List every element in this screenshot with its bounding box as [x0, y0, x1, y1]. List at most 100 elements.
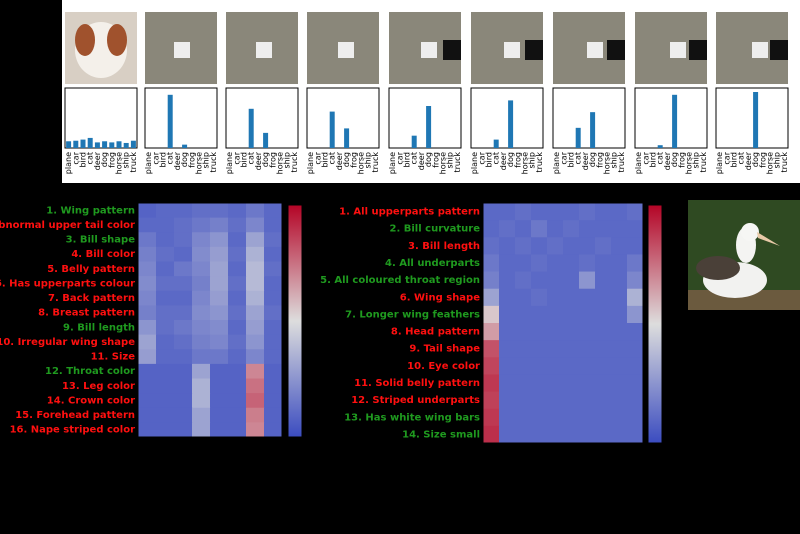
row-label: 5. Belly pattern	[47, 264, 135, 275]
heatmap-cell	[264, 276, 283, 292]
row-label: 7. Back pattern	[48, 293, 135, 304]
heatmap-cell	[531, 408, 548, 427]
heatmap-cell	[210, 276, 229, 292]
heatmap-cell	[499, 288, 516, 307]
heatmap-cell	[515, 357, 532, 375]
heatmap-cell	[264, 203, 283, 219]
x-tick-label: plane	[552, 152, 561, 174]
heatmap-cell	[563, 357, 580, 375]
heatmap-cell	[192, 261, 211, 277]
heatmap-cell	[499, 425, 516, 444]
heatmap-cell	[627, 323, 644, 341]
bar	[116, 141, 122, 148]
x-tick-label: deer	[93, 151, 102, 170]
heatmap-cell	[547, 391, 564, 410]
heatmap-cell	[595, 254, 612, 273]
heatmap-cell	[531, 237, 548, 255]
heatmap-cell	[579, 305, 596, 324]
heatmap-cell	[210, 246, 229, 262]
row-label: 16. Nape striped color	[10, 425, 136, 436]
heatmap-cell	[246, 378, 265, 394]
heatmap-cell	[138, 246, 157, 262]
heatmap-cell	[595, 340, 612, 358]
row-label: 14. Size small	[402, 429, 480, 440]
bar	[426, 106, 432, 148]
heatmap-cell	[156, 305, 175, 321]
heatmap-cell	[499, 357, 516, 375]
heatmap-cell	[579, 203, 596, 221]
thumbnail-part	[587, 42, 603, 58]
x-tick-label: ship	[202, 152, 211, 169]
heatmap-cell	[210, 290, 229, 306]
row-label: 10. Eye color	[407, 361, 480, 372]
x-tick-label: car	[232, 151, 241, 164]
x-tick-label: bird	[159, 152, 168, 168]
x-tick-label: car	[313, 151, 322, 164]
heatmap-cell	[563, 254, 580, 273]
heatmap-cell	[547, 408, 564, 427]
heatmap-cell	[156, 232, 175, 248]
heatmap-cell	[531, 254, 548, 273]
heatmap-cell	[138, 261, 157, 277]
thumbnail-part	[670, 42, 686, 58]
heatmap-cell	[246, 422, 265, 438]
heatmap-cell	[192, 393, 211, 409]
heatmap-cell	[627, 288, 644, 307]
x-tick-label: frog	[513, 152, 522, 168]
heatmap-cell	[563, 408, 580, 427]
row-label: 11. Solid belly pattern	[354, 378, 480, 389]
x-tick-label: dog	[342, 152, 351, 167]
x-tick-label: cat	[410, 152, 419, 164]
heatmap-cell	[499, 323, 516, 341]
heatmap-cell	[192, 363, 211, 379]
x-tick-label: frog	[349, 152, 358, 168]
heatmap-cell	[531, 391, 548, 410]
heatmap-cell	[483, 203, 500, 221]
heatmap-cell	[531, 374, 548, 393]
heatmap-cell	[563, 425, 580, 444]
x-tick-label: horse	[276, 152, 285, 174]
heatmap-cell	[595, 271, 612, 290]
heatmap-cell	[192, 320, 211, 336]
bar-chart-frame	[144, 87, 218, 149]
heatmap-cell	[156, 378, 175, 394]
heatmap-cell	[174, 290, 193, 306]
heatmap-cell	[228, 349, 247, 365]
x-tick-label: plane	[715, 152, 724, 174]
row-label: 6. Has upperparts colour	[0, 278, 135, 289]
heatmap-cell	[210, 334, 229, 350]
heatmap-cell	[228, 320, 247, 336]
heatmap-cell	[174, 217, 193, 233]
thumbnail-part	[174, 42, 190, 58]
x-tick-label: frog	[107, 152, 116, 168]
heatmap-cell	[579, 323, 596, 341]
heatmap-cell	[138, 203, 157, 219]
heatmap-cell	[483, 271, 500, 290]
x-tick-label: cat	[328, 152, 337, 164]
heatmap-cell	[246, 393, 265, 409]
heatmap-cell	[595, 220, 612, 238]
heatmap-cell	[156, 203, 175, 219]
x-tick-label: ship	[610, 152, 619, 169]
x-tick-label: frog	[677, 152, 686, 168]
heatmap-cell	[595, 323, 612, 341]
row-label: 1. Wing pattern	[46, 205, 135, 216]
heatmap-cell	[156, 217, 175, 233]
heatmap-cell	[547, 323, 564, 341]
bar-chart-frame	[64, 87, 138, 149]
heatmap-cell	[611, 340, 628, 358]
x-tick-label: truck	[290, 152, 299, 173]
heatmap-cell	[611, 220, 628, 238]
heatmap-cell	[547, 271, 564, 290]
x-tick-label: truck	[617, 152, 626, 173]
heatmap-cell	[264, 232, 283, 248]
x-tick-label: car	[477, 151, 486, 164]
heatmap-cell	[246, 290, 265, 306]
x-tick-label: dog	[751, 152, 760, 167]
heatmap-cell	[138, 217, 157, 233]
heatmap-cell	[138, 407, 157, 423]
heatmap-cell	[228, 261, 247, 277]
heatmap-cell	[192, 305, 211, 321]
bar-chart-frame	[552, 87, 626, 149]
heatmap-cell	[547, 357, 564, 375]
